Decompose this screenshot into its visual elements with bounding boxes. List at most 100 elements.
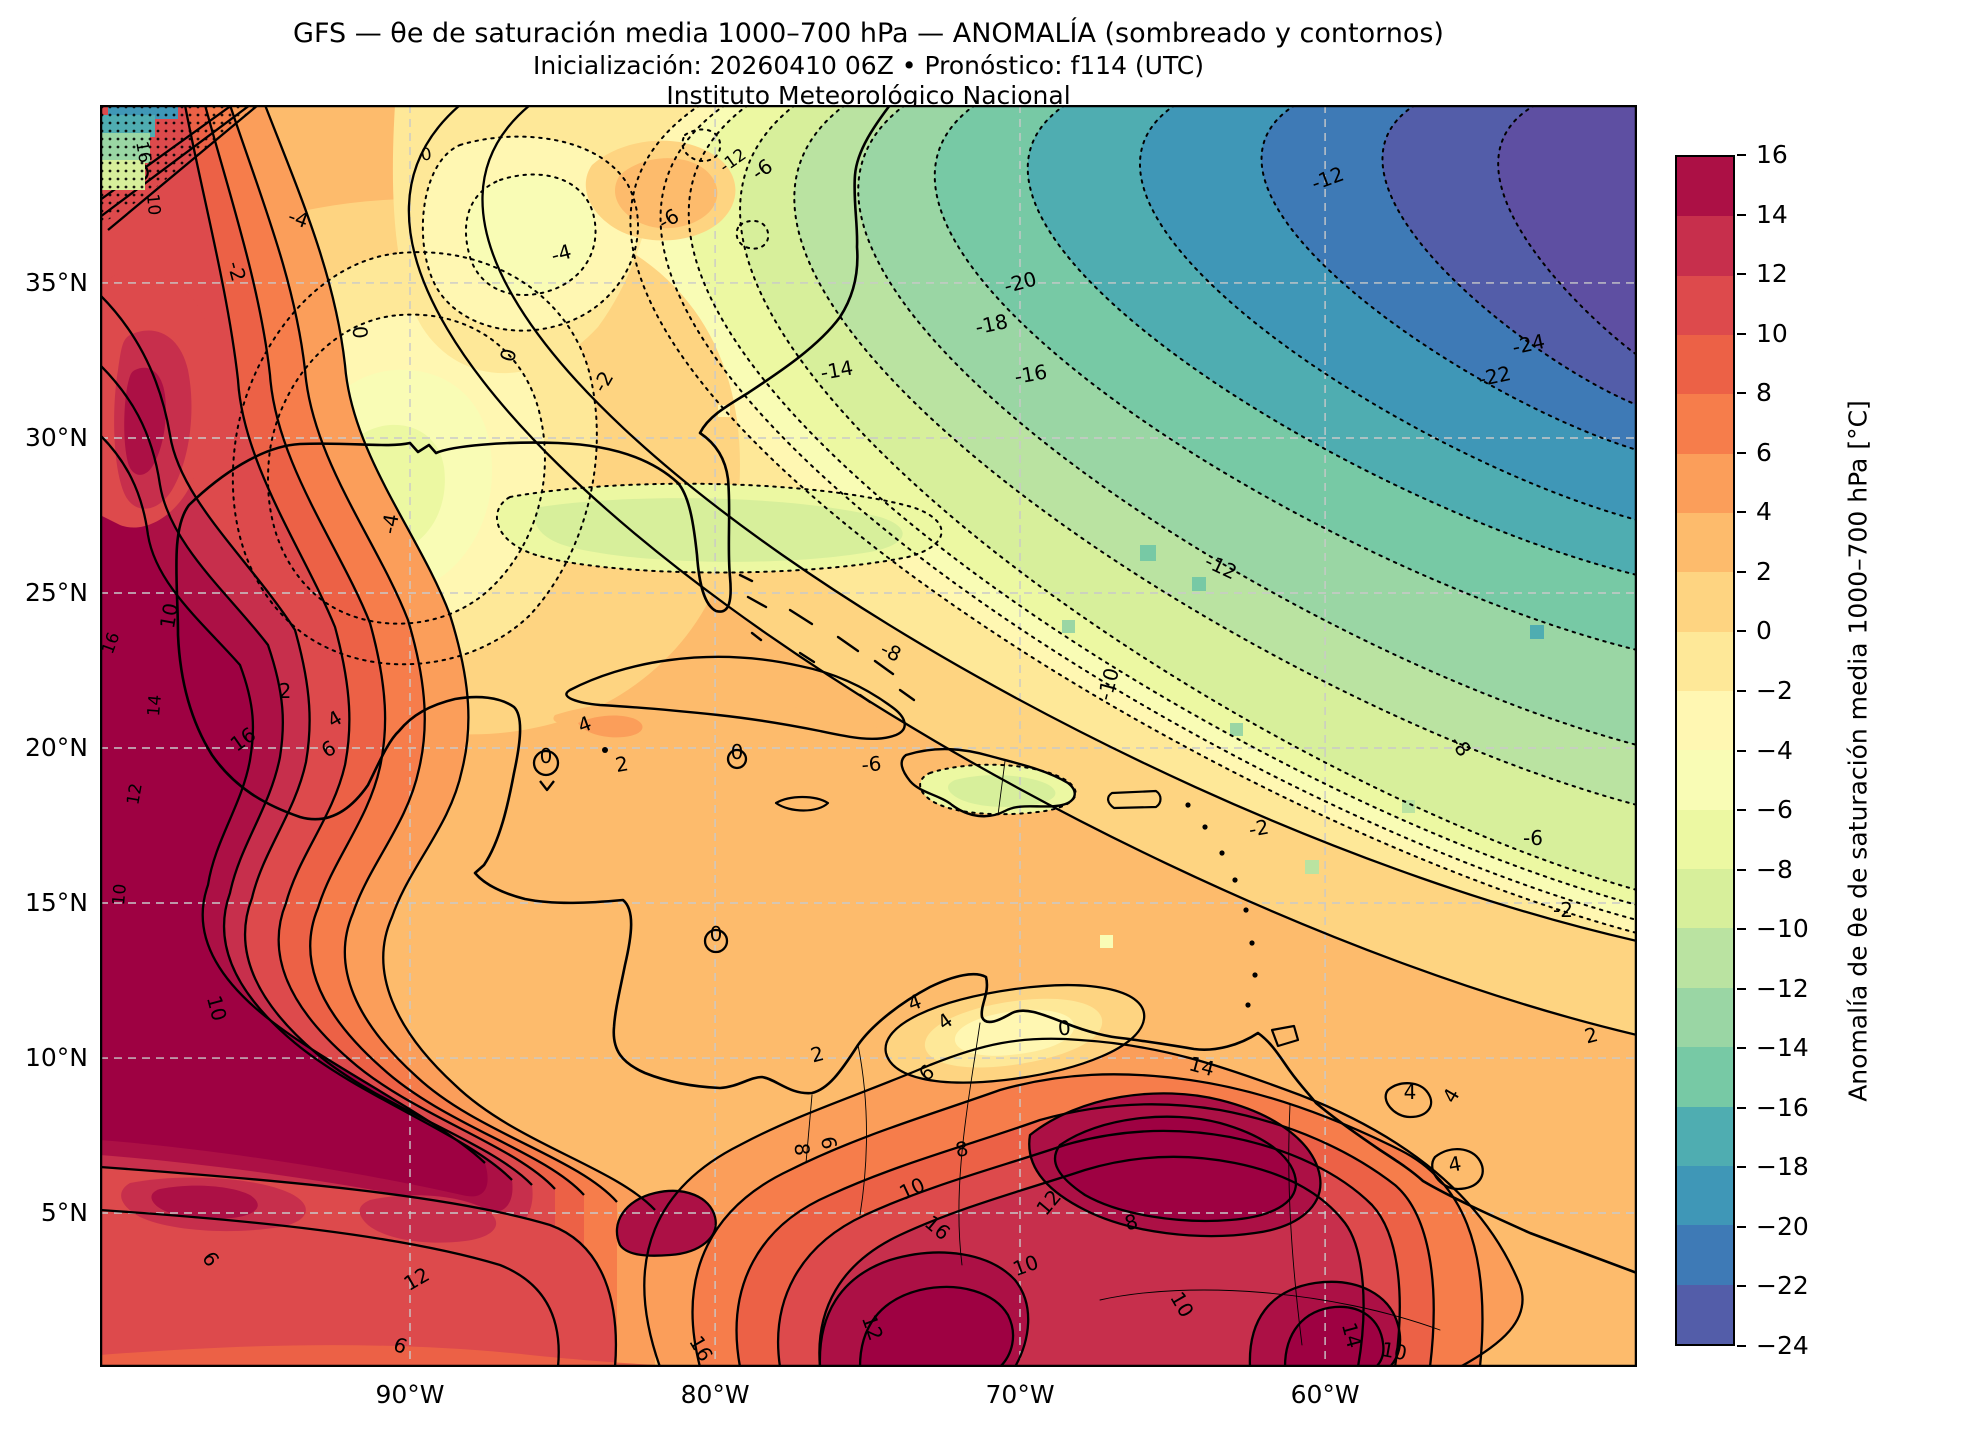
colorbar-axis-label: Anomalía de θe de saturación media 1000–… [1843, 400, 1873, 1102]
contour-label: 8 [789, 1142, 814, 1157]
colorbar-tick-label: 16 [1756, 140, 1788, 169]
colorbar-band [1677, 1047, 1733, 1107]
contour-label: 0 [540, 744, 553, 768]
colorbar-tick [1737, 868, 1746, 871]
colorbar-tick [1737, 570, 1746, 573]
contour-label: 4 [1446, 1151, 1463, 1177]
contour-label: 12 [123, 782, 146, 807]
colorbar-tick [1737, 809, 1746, 812]
lon-tick-label: 80°W [680, 1380, 750, 1409]
colorbar-tick-label: 6 [1756, 437, 1772, 467]
colorbar-tick-label: −10 [1756, 914, 1809, 944]
colorbar-band [1677, 1225, 1733, 1285]
lat-tick-label: 15°N [24, 887, 88, 917]
colorbar-tick [1737, 987, 1746, 990]
colorbar-tick-label: −16 [1756, 1092, 1809, 1122]
contours-positive-solid [100, 105, 1637, 1367]
lat-tick-label: 5°N [40, 1198, 88, 1228]
colorbar-tick-label: 2 [1756, 556, 1772, 586]
colorbar-tick [1737, 1285, 1746, 1288]
contour-label: -2 [1247, 815, 1271, 842]
figure-titles: GFS — θe de saturación media 1000–700 hP… [100, 18, 1637, 112]
colorbar-tick-label: 4 [1756, 497, 1772, 527]
fills-bottom-left [100, 1167, 740, 1367]
contour-label: 2 [808, 1041, 827, 1067]
colorbar-band [1677, 453, 1733, 514]
colorbar-band [1677, 394, 1733, 454]
lat-tick-label: 30°N [24, 423, 88, 453]
contour-label: 8 [1122, 1209, 1141, 1235]
colorbar-band [1677, 1106, 1733, 1166]
contour-label: 2 [1582, 1022, 1601, 1048]
contour-label: -4 [377, 512, 404, 536]
colorbar-tick-label: −20 [1756, 1211, 1809, 1241]
colorbar-band [1677, 631, 1733, 692]
colorbar-tick [1737, 1345, 1746, 1347]
figure-subtitle: Inicialización: 20260410 06Z • Pronóstic… [533, 50, 1204, 80]
colorbar-tick-label: −12 [1756, 973, 1809, 1003]
colorbar-band [1677, 275, 1733, 336]
colorbar-tick-label: −6 [1756, 795, 1793, 825]
colorbar-tick [1737, 1106, 1746, 1109]
colorbar-tick [1737, 1047, 1746, 1050]
texture-squares [718, 405, 1589, 1094]
colorbar-band [1677, 928, 1733, 988]
contour-label: 4 [1404, 1080, 1417, 1104]
lat-tick-label: 25°N [24, 578, 88, 607]
colorbar-band [1677, 335, 1733, 395]
contour-label: -6 [860, 751, 882, 777]
colorbar-band [1677, 216, 1733, 276]
colorbar-band [1677, 572, 1733, 632]
lon-tick-label: 70°W [985, 1380, 1055, 1409]
contour-label: 8 [953, 1136, 970, 1162]
contour-label: 10 [109, 883, 131, 906]
colorbar [1675, 155, 1735, 1346]
contour-label: 2 [613, 751, 630, 777]
colorbar-tick [1737, 928, 1746, 931]
contour-label: 0 [420, 144, 434, 165]
lat-tick-label: 35°N [24, 267, 88, 297]
lon-tick-label: 90°W [375, 1380, 445, 1409]
fills-negative-bands [408, 105, 1637, 1035]
colorbar-band [1677, 1284, 1733, 1344]
colorbar-tick-label: −4 [1756, 735, 1793, 765]
colorbar-band [1677, 1165, 1733, 1226]
coastlines [175, 105, 1637, 1346]
contour-label: 16 [131, 140, 154, 165]
colorbar-tick [1737, 749, 1746, 752]
colorbar-band [1677, 987, 1733, 1048]
contour-label: -6 [1523, 826, 1543, 850]
colorbar-tick-label: −14 [1756, 1033, 1809, 1063]
colorbar-band [1677, 691, 1733, 751]
colorbar-tick-label: −2 [1756, 675, 1793, 705]
contour-label: 10 [142, 193, 164, 216]
contour-label: 10 [1380, 1337, 1409, 1365]
contours-negative-dotted [231, 105, 1637, 934]
contour-label: 0 [710, 922, 723, 946]
contour-label: 6 [816, 1134, 842, 1151]
colorbar-band [1677, 513, 1733, 573]
colorbar-tick [1737, 689, 1746, 692]
colorbar-band [1677, 809, 1733, 870]
contour-label: 0 [347, 325, 372, 340]
colorbar-tick-label: −24 [1756, 1331, 1809, 1360]
colorbar-tick-label: 10 [1756, 318, 1788, 348]
contour-label: -16 [1013, 359, 1049, 388]
colorbar-tick-label: 12 [1756, 259, 1788, 289]
colorbar-tick [1737, 273, 1746, 276]
contour-label: 0 [495, 346, 521, 365]
colorbar-tick [1737, 1225, 1746, 1228]
colorbar-tick [1737, 213, 1746, 216]
fills-warm-left [100, 105, 655, 1367]
contour-label: -14 [819, 355, 855, 384]
stipple-corner [100, 105, 260, 225]
map-plot-area: 0 -4 -2 0 -4 -6 -12 -6 -4 -2 0 -14 -18 -20 -16 -24 -22 -1… [100, 105, 1637, 1367]
colorbar-tick [1737, 451, 1746, 454]
colorbar-tick [1737, 154, 1746, 156]
colorbar-tick [1737, 630, 1746, 633]
colorbar-tick-label: −18 [1756, 1152, 1809, 1182]
colorbar-tick [1737, 511, 1746, 514]
contour-map: 0-4-20-4-6-12-6-4-20-14-18-20-16-24-22-1… [100, 105, 1637, 1367]
lon-tick-label: 60°W [1290, 1380, 1360, 1409]
